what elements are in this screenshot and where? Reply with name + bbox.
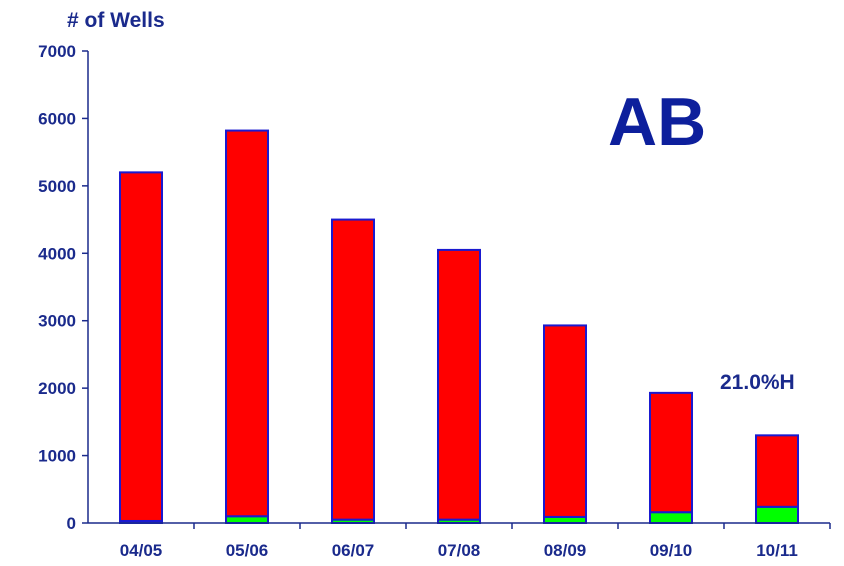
bar-segment: [437, 248, 481, 521]
bar-segment: [225, 515, 269, 524]
bars: [119, 129, 799, 525]
x-tick-label: 04/05: [120, 541, 163, 560]
annotation-province: AB: [608, 84, 706, 160]
x-tick-label: 09/10: [650, 541, 693, 560]
bar-segment: [543, 324, 587, 518]
y-ticks: 0 1000 2000 3000 4000 5000 6000 7000: [38, 42, 88, 533]
x-tick-label: 05/06: [226, 541, 269, 560]
y-tick-label: 2000: [38, 379, 76, 398]
y-tick-label: 6000: [38, 109, 76, 128]
x-ticks: 04/05 05/06 06/07 07/08 08/09 09/10 10/11: [120, 523, 831, 560]
bar-segment: [649, 391, 693, 514]
bar-segment: [755, 434, 799, 508]
y-tick-label: 7000: [38, 42, 76, 61]
y-tick-label: 0: [67, 514, 76, 533]
y-tick-label: 3000: [38, 312, 76, 331]
y-tick-label: 4000: [38, 244, 76, 263]
bar-segment: [331, 218, 375, 521]
x-tick-label: 08/09: [544, 541, 587, 560]
bar-segment: [119, 171, 163, 522]
annotation-percent: 21.0%H: [720, 371, 795, 394]
y-axis-title: # of Wells: [67, 9, 165, 32]
bar-segment: [225, 129, 269, 518]
x-tick-label: 06/07: [332, 541, 375, 560]
y-tick-label: 1000: [38, 447, 76, 466]
bar-segment: [755, 505, 799, 524]
x-tick-label: 07/08: [438, 541, 481, 560]
y-tick-label: 5000: [38, 177, 76, 196]
bar-segment: [649, 511, 693, 524]
x-tick-label: 10/11: [756, 541, 798, 560]
